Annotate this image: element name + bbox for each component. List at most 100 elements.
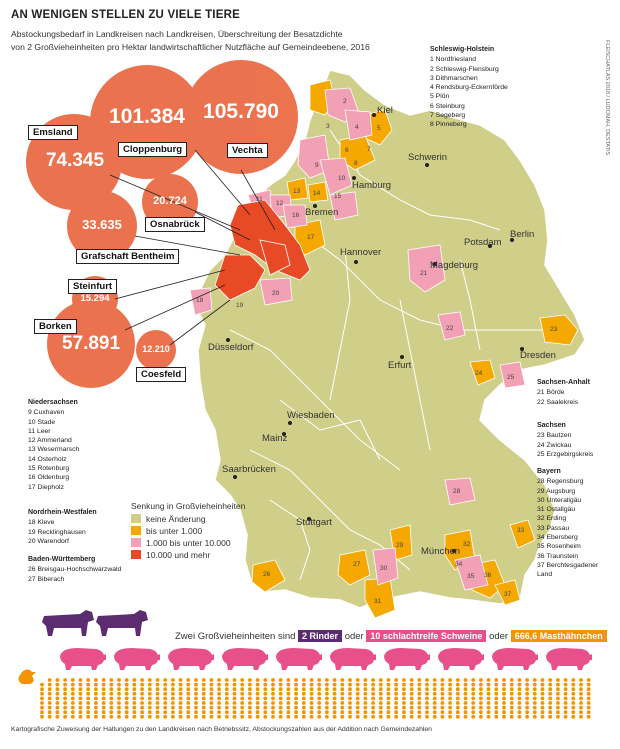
legend-item: 19 Recklinghausen [28,528,86,536]
chicken-dot [479,705,483,710]
legend-item: 15 Rotenburg [28,465,70,473]
chicken-dot [371,710,375,715]
chicken-dot [155,687,160,692]
chicken-dot [579,696,583,701]
chicken-dot [55,701,60,705]
chicken-dot [86,696,91,701]
chicken-dot [201,691,206,696]
chicken-dot [178,687,183,692]
bubble-grafschaft-bentheim [67,191,137,261]
chicken-dot [70,710,75,715]
chicken-dot [471,710,476,715]
chicken-dot [332,682,337,687]
chicken-dot [532,678,537,682]
chicken-dot [563,714,568,719]
chicken-dot [325,682,329,687]
chicken-dot [486,691,491,696]
district-number: 20 [272,290,280,297]
chicken-dot [563,682,568,687]
chicken-dot [40,682,44,687]
chicken-dot [394,714,399,719]
chicken-dot [432,691,437,696]
chicken-dot [101,682,106,687]
chicken-dot [517,710,522,715]
chicken-dot [294,696,298,701]
legend-item: 31 Ostallgäu [537,506,576,514]
chicken-dot [109,701,114,705]
chicken-dot [471,701,476,705]
chicken-dot [409,691,414,696]
city-dot [282,432,286,436]
chicken-dot [586,710,591,715]
chicken-dot [355,682,360,687]
chicken-dot [440,687,445,692]
chicken-dot [540,701,545,705]
chicken-dot [417,691,422,696]
chicken-dot [140,687,145,692]
legend-item: 10.000 und mehr [131,549,245,561]
chicken-dot [301,682,306,687]
chicken-dot [140,691,145,696]
chicken-dot [355,714,360,719]
chicken-dot [132,678,137,682]
chicken-dot [325,710,329,715]
district-number: 10 [338,175,346,182]
chicken-dot [471,714,476,719]
district-number: 19 [236,302,244,309]
chicken-dot [463,691,468,696]
chicken-dot [486,714,491,719]
pig-icon [546,648,592,670]
chicken-dot [294,687,298,692]
bubble-value-vechta: 105.790 [203,100,279,123]
chicken-dot [78,687,83,692]
chicken-dot [147,710,152,715]
chicken-dot [471,687,476,692]
chicken-dot [155,705,160,710]
chicken-dot [232,691,237,696]
district-number: 18 [196,297,204,304]
chicken-dot [263,696,268,701]
chicken-dot [132,691,137,696]
chicken-dot [278,678,283,682]
chicken-dot [224,710,229,715]
chicken-dot [309,710,314,715]
chicken-dot [448,678,452,682]
chicken-dot [378,678,383,682]
pig-icon [384,648,430,670]
bubble-vechta [184,60,298,174]
chicken-dot [556,701,560,705]
chicken-dot [163,691,168,696]
legend-item: 25 Erzgebirgskreis [537,450,594,458]
chicken-dot [371,687,375,692]
chicken-dot [586,678,591,682]
chicken-dot [371,714,375,719]
chicken-dot [109,705,114,710]
legend-schleswig-holstein: Schleswig-Holstein 1 Nordfriesland 2 Sch… [430,45,508,130]
chicken-dot [448,705,452,710]
chicken-dot [317,687,322,692]
chicken-dot [417,710,422,715]
chicken-dot [371,678,375,682]
chicken-dot [117,705,121,710]
chicken-dot [494,691,499,696]
chicken-dot [286,705,291,710]
chicken-dot [278,696,283,701]
chicken-dot [355,710,360,715]
chicken-dot [448,714,452,719]
chicken-dot [271,701,275,705]
chicken-dot [209,678,214,682]
legend-item: 1 Nordfriesland [430,56,477,64]
district-number: 25 [507,374,515,381]
chicken-dot [540,705,545,710]
chicken-dot [117,710,121,715]
chicken-dot [579,691,583,696]
chicken-dot [271,687,275,692]
chicken-dot [232,714,237,719]
chicken-dot [86,678,91,682]
chicken-dot [340,714,345,719]
chicken-dot [40,696,44,701]
chicken-dot [248,710,252,715]
chicken-dot [548,682,553,687]
chicken-dot [140,696,145,701]
equivalence-prefix: Zwei Großvieheinheiten sind [175,631,296,642]
